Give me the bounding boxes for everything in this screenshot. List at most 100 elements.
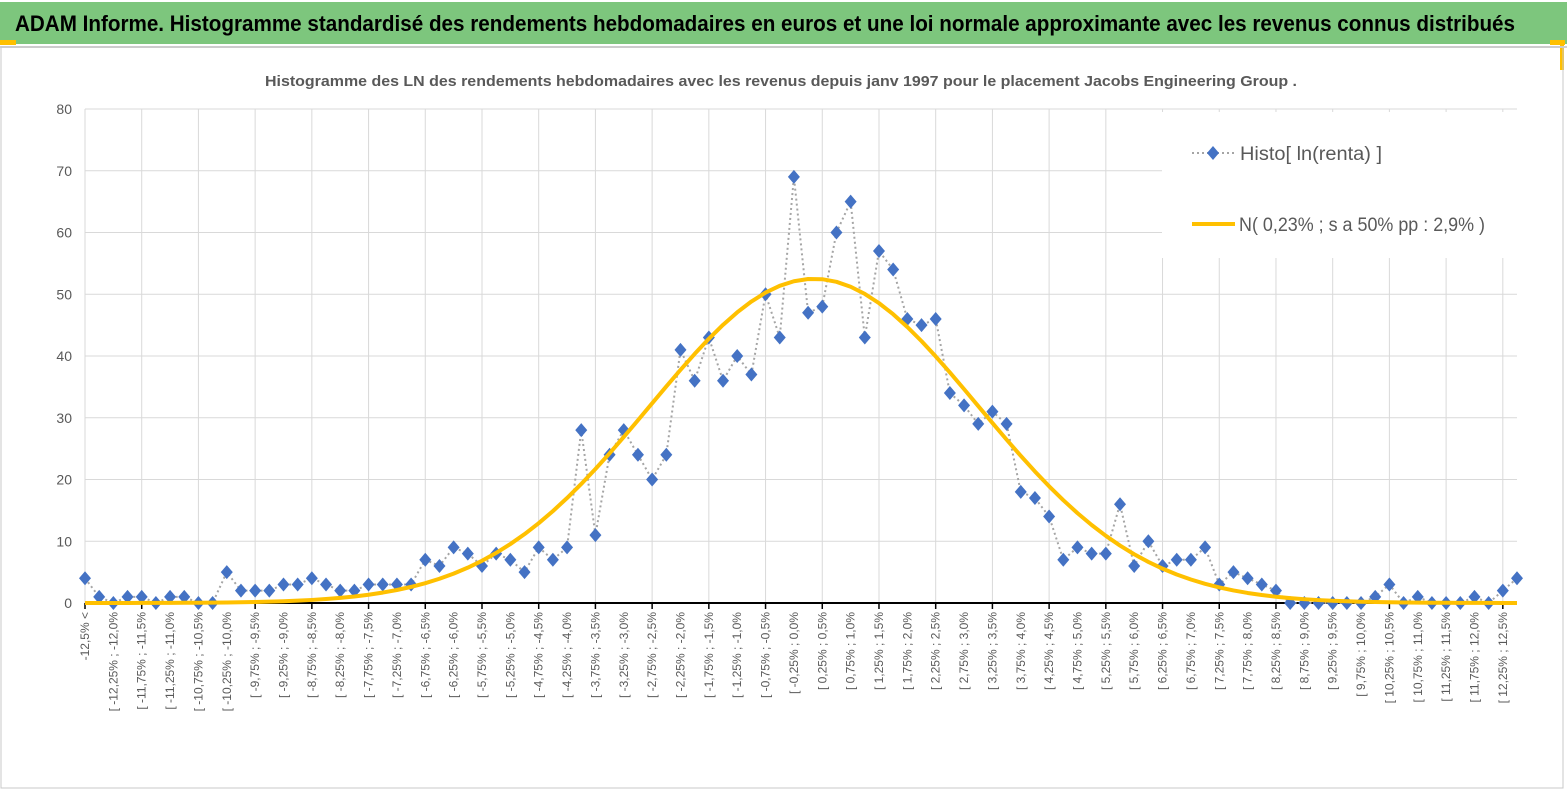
x-tick-label: [ 4,75% ; 5,0% [1070, 612, 1084, 690]
histo-point [646, 472, 659, 487]
y-tick-label: 80 [56, 101, 72, 117]
histo-point [943, 386, 956, 401]
histo-point [291, 577, 304, 592]
histo-point [419, 552, 432, 567]
histo-point [546, 552, 559, 567]
normal-curve-line [84, 277, 1518, 605]
histo-point [872, 244, 885, 259]
x-tick-label: [ -5,25% ; -5,0% [503, 612, 517, 698]
histo-point [688, 373, 701, 388]
legend-histo-label: Histo[ ln(renta) ] [1240, 144, 1382, 165]
y-tick-label: 70 [56, 163, 72, 179]
x-tick-label: [ -7,25% ; -7,0% [390, 612, 404, 698]
y-tick-label: 10 [56, 533, 72, 549]
x-tick-label: [ -11,25% ; -11,0% [163, 612, 177, 710]
x-tick-label: [ 8,25% ; 8,5% [1269, 612, 1283, 690]
histo-point [1028, 491, 1041, 506]
x-tick-label: [ -3,25% ; -3,0% [617, 612, 631, 698]
x-tick-label: [ 4,25% ; 4,5% [1042, 612, 1056, 690]
x-tick-label: [ -10,25% ; -10,0% [220, 612, 234, 712]
x-tick-label: [ -1,75% ; -1,5% [702, 612, 716, 698]
histo-point [1057, 552, 1070, 567]
x-axis-labels: -12,5% < [ -12,25% ; -12,0% [ -11,75% ; -1… [78, 612, 1510, 712]
histo-point [305, 571, 318, 586]
x-tick-label: [ 3,75% ; 4,0% [1014, 612, 1028, 690]
x-tick-label: [ -1,25% ; -1,0% [730, 612, 744, 698]
histo-point [802, 305, 815, 320]
histo-point [589, 528, 602, 543]
histo-point [504, 552, 517, 567]
header-bar [0, 2, 1567, 44]
histo-point [334, 583, 347, 598]
histo-point [731, 349, 744, 363]
histo-point [1184, 552, 1197, 567]
histo-point [787, 169, 800, 184]
x-tick-label: [ 5,25% ; 5,5% [1099, 612, 1113, 690]
histo-point [93, 589, 106, 604]
x-tick-label: [ -12,25% ; -12,0% [106, 612, 120, 712]
x-tick-label: [ 12,25% ; 12,5% [1496, 612, 1510, 704]
x-tick-label: [ 10,75% ; 11,0% [1411, 612, 1425, 703]
histo-point [447, 540, 460, 555]
x-tick-label: [ 1,25% ; 1,5% [872, 612, 886, 690]
x-tick-label: [ -5,75% ; -5,5% [475, 612, 489, 698]
histo-point [220, 565, 233, 580]
histo-point [1269, 583, 1282, 598]
histo-point [1043, 509, 1056, 524]
x-tick-label: [ -2,25% ; -2,0% [673, 612, 687, 698]
legend-box [1162, 112, 1518, 258]
x-tick-label: [ 3,25% ; 3,5% [985, 612, 999, 690]
histo-point [844, 194, 857, 209]
histo-point [745, 367, 758, 382]
histo-point [1170, 552, 1183, 567]
x-tick-label: [ 1,75% ; 2,0% [900, 612, 914, 690]
x-tick-label: [ 11,75% ; 12,0% [1467, 612, 1481, 703]
histo-point [887, 262, 900, 277]
histo-point [1411, 589, 1424, 604]
histo-point [164, 589, 177, 604]
histo-point [263, 583, 276, 598]
y-tick-label: 0 [64, 595, 72, 611]
histo-point [958, 398, 971, 413]
x-tick-label: [ 11,25% ; 11,5% [1439, 612, 1453, 702]
x-tick-label: [ 2,75% ; 3,0% [957, 612, 971, 690]
x-tick-label: [ -6,25% ; -6,0% [447, 612, 461, 698]
histo-point [1085, 546, 1098, 561]
y-tick-label: 40 [56, 348, 72, 364]
y-tick-label: 60 [56, 225, 72, 241]
header-accent-left [0, 40, 16, 45]
histo-point [575, 423, 588, 438]
x-tick-label: [ -0,75% ; -0,5% [759, 612, 773, 698]
histo-point [1114, 497, 1127, 512]
histo-point [858, 330, 871, 345]
x-tick-label: [ 7,25% ; 7,5% [1212, 612, 1226, 690]
x-tick-label: [ -6,75% ; -6,5% [418, 612, 432, 698]
header-title: ADAM Informe. Histogramme standardisé de… [15, 11, 1515, 36]
histo-point [320, 577, 333, 592]
histo-point [135, 589, 148, 604]
series-histo [79, 169, 1523, 610]
histo-point [234, 583, 247, 598]
y-tick-label: 50 [56, 286, 72, 302]
histo-point [561, 540, 574, 555]
x-tick-label: -12,5% < [78, 612, 92, 660]
histo-point [433, 558, 446, 573]
x-tick-label: [ -0,25% ; 0,0% [787, 612, 801, 694]
x-tick-label: [ -9,75% ; -9,5% [248, 612, 262, 698]
histo-point [986, 404, 999, 419]
histo-point [277, 577, 290, 592]
x-tick-label: [ 9,75% ; 10,0% [1354, 612, 1368, 697]
histo-point [1255, 577, 1268, 592]
histo-point [1496, 583, 1509, 598]
chart-title: Histogramme des LN des rendements hebdom… [265, 73, 1297, 90]
histo-point [1511, 571, 1523, 586]
histo-point [929, 311, 942, 326]
x-tick-label: [ 0,75% ; 1,0% [844, 612, 858, 690]
histo-point [376, 577, 389, 592]
histo-point [178, 589, 191, 604]
histo-point [362, 577, 375, 592]
histo-point [1128, 558, 1141, 573]
histo-point [1142, 534, 1155, 549]
x-tick-label: [ -8,75% ; -8,5% [305, 612, 319, 698]
histo-point [79, 571, 91, 586]
